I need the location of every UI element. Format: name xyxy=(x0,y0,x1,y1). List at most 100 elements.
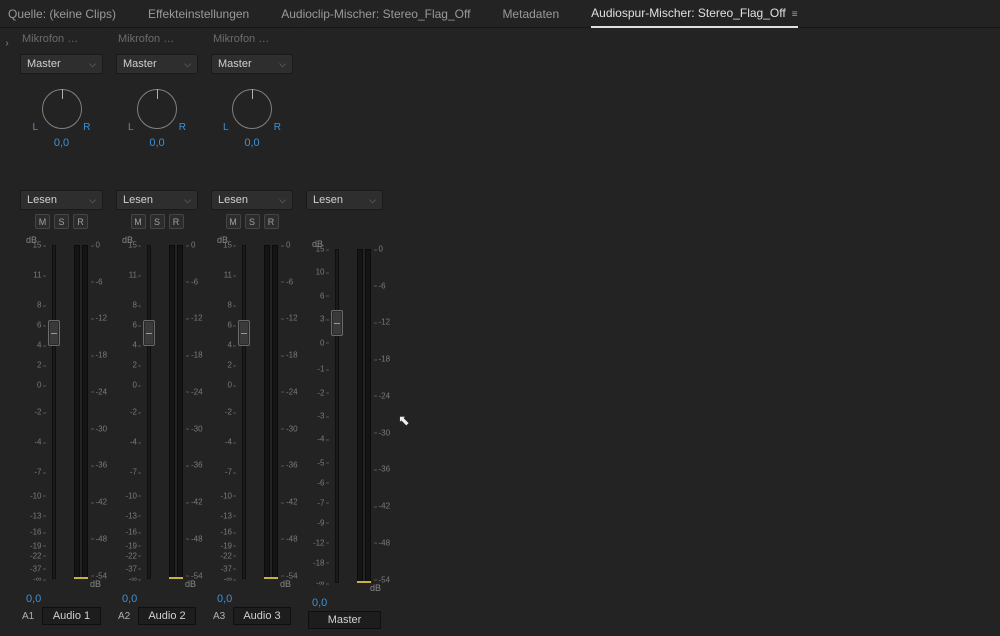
collapse-chevron-icon[interactable]: › xyxy=(0,28,14,636)
track-name-input[interactable]: Audio 3 xyxy=(233,607,291,625)
fader-cap[interactable] xyxy=(331,310,343,336)
meter-tick: -48 xyxy=(191,534,203,543)
mute-button[interactable]: M xyxy=(35,214,50,229)
pan-knob[interactable]: LR0,0 xyxy=(16,78,107,158)
pan-left-label: L xyxy=(128,122,134,133)
fader-tick: 8 xyxy=(123,301,137,310)
fader[interactable]: 1510630-1-2-3-4-5-6-7-9-12-18-∞ xyxy=(315,239,351,593)
fader-tick: -13 xyxy=(28,511,42,520)
fader-tick: -7 xyxy=(28,468,42,477)
meter-tick: -24 xyxy=(286,387,298,396)
fader-tick: -3 xyxy=(311,412,325,421)
tab[interactable]: Audioclip-Mischer: Stereo_Flag_Off xyxy=(281,1,470,27)
output-select[interactable]: Master⌵ xyxy=(20,54,103,74)
fader-tick: 15 xyxy=(311,245,325,254)
fader-track xyxy=(147,245,151,579)
track-id: A2 xyxy=(118,611,134,622)
meter-tick: -12 xyxy=(96,314,108,323)
record-button[interactable]: R xyxy=(264,214,279,229)
tab[interactable]: Metadaten xyxy=(502,1,559,27)
gain-value[interactable]: 0,0 xyxy=(16,589,107,607)
fader-tick: -∞ xyxy=(218,575,232,584)
meter-tick: 0 xyxy=(191,241,195,250)
fader-tick: 0 xyxy=(28,381,42,390)
meter-tick: -36 xyxy=(379,465,391,474)
track-name-input[interactable]: Master xyxy=(308,611,381,629)
fader-tick: -18 xyxy=(311,558,325,567)
fader-tick: 11 xyxy=(218,271,232,280)
output-select[interactable]: Master⌵ xyxy=(211,54,293,74)
meter-tick: -54 xyxy=(191,571,203,580)
msr-group: MSR xyxy=(112,214,202,229)
mute-button[interactable]: M xyxy=(131,214,146,229)
fader-tick: -37 xyxy=(123,564,137,573)
fader-tick: 4 xyxy=(123,341,137,350)
automation-mode-select[interactable]: Lesen⌵ xyxy=(211,190,293,210)
record-button[interactable]: R xyxy=(73,214,88,229)
channel-strip: Mikrofon …Master⌵LR0,0Lesen⌵MSRdBdB15118… xyxy=(14,28,109,636)
mute-button[interactable]: M xyxy=(226,214,241,229)
fader-tick: -19 xyxy=(218,541,232,550)
fader-tick: -∞ xyxy=(28,575,42,584)
fader-tick: 6 xyxy=(218,321,232,330)
fader-cap[interactable] xyxy=(48,320,60,346)
tab[interactable]: Audiospur-Mischer: Stereo_Flag_Off≡ xyxy=(591,0,797,28)
fader-cap[interactable] xyxy=(238,320,250,346)
fader-tick: -10 xyxy=(123,491,137,500)
tab[interactable]: Quelle: (keine Clips) xyxy=(8,1,116,27)
fader-tick: 11 xyxy=(123,271,137,280)
pan-left-label: L xyxy=(223,122,229,133)
meter-tick: -54 xyxy=(286,571,298,580)
meter-tick: 0 xyxy=(286,241,290,250)
tab[interactable]: Effekteinstellungen xyxy=(148,1,249,27)
fader-tick: -7 xyxy=(123,468,137,477)
track-name-input[interactable]: Audio 1 xyxy=(42,607,101,625)
automation-mode-select[interactable]: Lesen⌵ xyxy=(306,190,383,210)
fader-cap[interactable] xyxy=(143,320,155,346)
meter-tick: -54 xyxy=(96,571,108,580)
fader-tick: -12 xyxy=(311,538,325,547)
fader-tick: 0 xyxy=(123,381,137,390)
input-label: Mikrofon … xyxy=(112,28,202,50)
pan-left-label: L xyxy=(33,122,39,133)
pan-knob[interactable]: LR0,0 xyxy=(207,78,297,158)
gain-value[interactable]: 0,0 xyxy=(302,593,387,611)
chevron-down-icon: ⌵ xyxy=(369,195,376,206)
solo-button[interactable]: S xyxy=(150,214,165,229)
fader[interactable]: 151186420-2-4-7-10-13-16-19-22-37-∞ xyxy=(32,235,68,589)
chevron-down-icon: ⌵ xyxy=(184,59,191,70)
level-meter: 0-6-12-18-24-30-36-42-48-54 xyxy=(169,235,187,589)
track-id: A3 xyxy=(213,611,229,622)
meter-tick: -6 xyxy=(191,277,198,286)
pan-value: 0,0 xyxy=(54,137,69,149)
level-meter: 0-6-12-18-24-30-36-42-48-54 xyxy=(74,235,92,589)
fader-tick: -4 xyxy=(218,438,232,447)
mixer-panel: › Mikrofon …Master⌵LR0,0Lesen⌵MSRdBdB151… xyxy=(0,28,1000,636)
meter-tick: 0 xyxy=(96,241,100,250)
pan-knob[interactable]: LR0,0 xyxy=(112,78,202,158)
automation-mode-select[interactable]: Lesen⌵ xyxy=(20,190,103,210)
fader[interactable]: 151186420-2-4-7-10-13-16-19-22-37-∞ xyxy=(222,235,258,589)
output-select[interactable]: Master⌵ xyxy=(116,54,198,74)
level-meter: 0-6-12-18-24-30-36-42-48-54 xyxy=(357,239,375,593)
meter-zone: dBdB151186420-2-4-7-10-13-16-19-22-37-∞0… xyxy=(207,235,297,589)
solo-button[interactable]: S xyxy=(54,214,69,229)
fader-tick: -∞ xyxy=(123,575,137,584)
automation-mode-select[interactable]: Lesen⌵ xyxy=(116,190,198,210)
fader[interactable]: 151186420-2-4-7-10-13-16-19-22-37-∞ xyxy=(127,235,163,589)
meter-tick: -12 xyxy=(286,314,298,323)
gain-value[interactable]: 0,0 xyxy=(112,589,202,607)
panel-menu-icon[interactable]: ≡ xyxy=(792,9,798,20)
meter-tick: -24 xyxy=(191,387,203,396)
fader-tick: 6 xyxy=(123,321,137,330)
solo-button[interactable]: S xyxy=(245,214,260,229)
fader-tick: -22 xyxy=(123,551,137,560)
fader-tick: -4 xyxy=(311,435,325,444)
record-button[interactable]: R xyxy=(169,214,184,229)
fader-tick: -1 xyxy=(311,365,325,374)
fader-track xyxy=(335,249,339,583)
track-name-input[interactable]: Audio 2 xyxy=(138,607,196,625)
gain-value[interactable]: 0,0 xyxy=(207,589,297,607)
fader-tick: -10 xyxy=(218,491,232,500)
meter-tick: -24 xyxy=(379,391,391,400)
